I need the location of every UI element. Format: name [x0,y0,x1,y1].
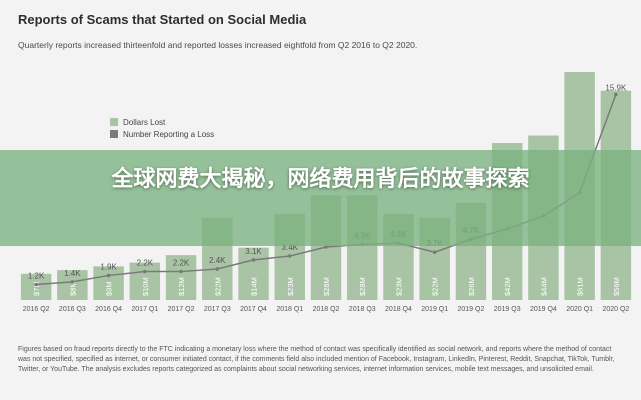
x-tick-label: 2019 Q4 [530,306,557,313]
line-value-label: 3.1K [245,247,262,256]
line-point [215,267,220,271]
x-tick-label: 2018 Q3 [349,306,376,313]
bar-value-label: $28M [358,277,367,296]
banner-title: 全球网费大揭秘，网络费用背后的故事探索 [111,167,530,192]
line-value-label: 2.2K [173,259,190,268]
line-point [70,280,75,284]
bar-value-label: $22M [213,277,222,296]
bar-value-label: $14M [250,277,259,296]
x-tick-label: 2018 Q4 [385,306,412,313]
bar-value-label: $23M [286,277,295,296]
line-point [34,282,38,287]
bar-value-label: $12M [177,277,186,296]
line-value-label: 1.4K [64,269,81,278]
line-point [432,250,437,254]
bar-dollars [165,255,197,300]
bar-value-label: $44M [539,277,548,296]
legend-item-count: Number Reporting a Loss [110,128,214,140]
x-tick-label: 2017 Q2 [168,306,195,313]
line-point [179,269,183,274]
bar-value-label: $26M [467,277,476,296]
bar-value-label: $8M [68,281,77,296]
x-tick-label: 2016 Q4 [95,306,122,313]
line-value-label: 2.4K [209,256,226,265]
bar-dollars [238,247,269,300]
x-tick-label: 2017 Q1 [131,306,158,313]
x-tick-label: 2020 Q1 [566,306,593,313]
bar-value-label: $22M [431,277,440,296]
bar-value-label: $10M [141,277,150,296]
line-point [251,258,256,262]
footnote: Figures based on fraud reports directly … [18,346,615,373]
x-tick-label: 2018 Q1 [276,306,303,313]
x-tick-label: 2016 Q2 [23,306,50,313]
bar-dollars [129,262,161,300]
legend-label-dollars: Dollars Lost [123,117,166,127]
line-value-label: 1.9K [100,262,117,271]
bar-value-label: $9M [105,281,114,296]
legend: Dollars Lost Number Reporting a Loss [110,116,214,140]
bar-value-label: $28M [322,277,331,296]
chart-subtitle: Quarterly reports increased thirteenfold… [18,40,418,50]
x-tick-label: 2019 Q2 [458,306,485,313]
bar-dollars [93,266,124,300]
line-value-label: 1.2K [28,271,45,280]
x-tick-label: 2019 Q3 [494,306,521,313]
bar-value-label: $42M [503,277,512,296]
bar-value-label: $23M [394,277,403,296]
line-value-label: 2.2K [137,259,154,268]
bar-value-label: $7M [32,281,41,296]
line-value-label: 3.4K [282,243,299,252]
line-point [143,269,147,274]
chart-title: Reports of Scams that Started on Social … [18,12,307,27]
x-tick-label: 2016 Q3 [59,306,86,313]
bar-dollars [20,273,52,300]
overlay-banner [0,150,641,246]
line-value-label: 15.9K [605,83,627,92]
bar-value-label: $56M [612,277,621,296]
bar-dollars [57,270,88,300]
line-point [324,245,328,249]
line-point [287,254,292,258]
x-tick-label: 2020 Q2 [602,306,629,313]
line-point [106,273,111,278]
line-point [614,92,618,97]
legend-label-count: Number Reporting a Loss [123,129,215,139]
legend-swatch-count [110,130,118,138]
x-tick-label: 2017 Q3 [204,306,231,313]
x-tick-label: 2017 Q4 [240,306,267,313]
x-tick-label: 2018 Q2 [313,306,340,313]
legend-swatch-dollars [110,118,118,126]
legend-item-dollars: Dollars Lost [110,116,214,128]
x-tick-label: 2019 Q1 [421,306,448,313]
bar-value-label: $61M [576,277,585,296]
